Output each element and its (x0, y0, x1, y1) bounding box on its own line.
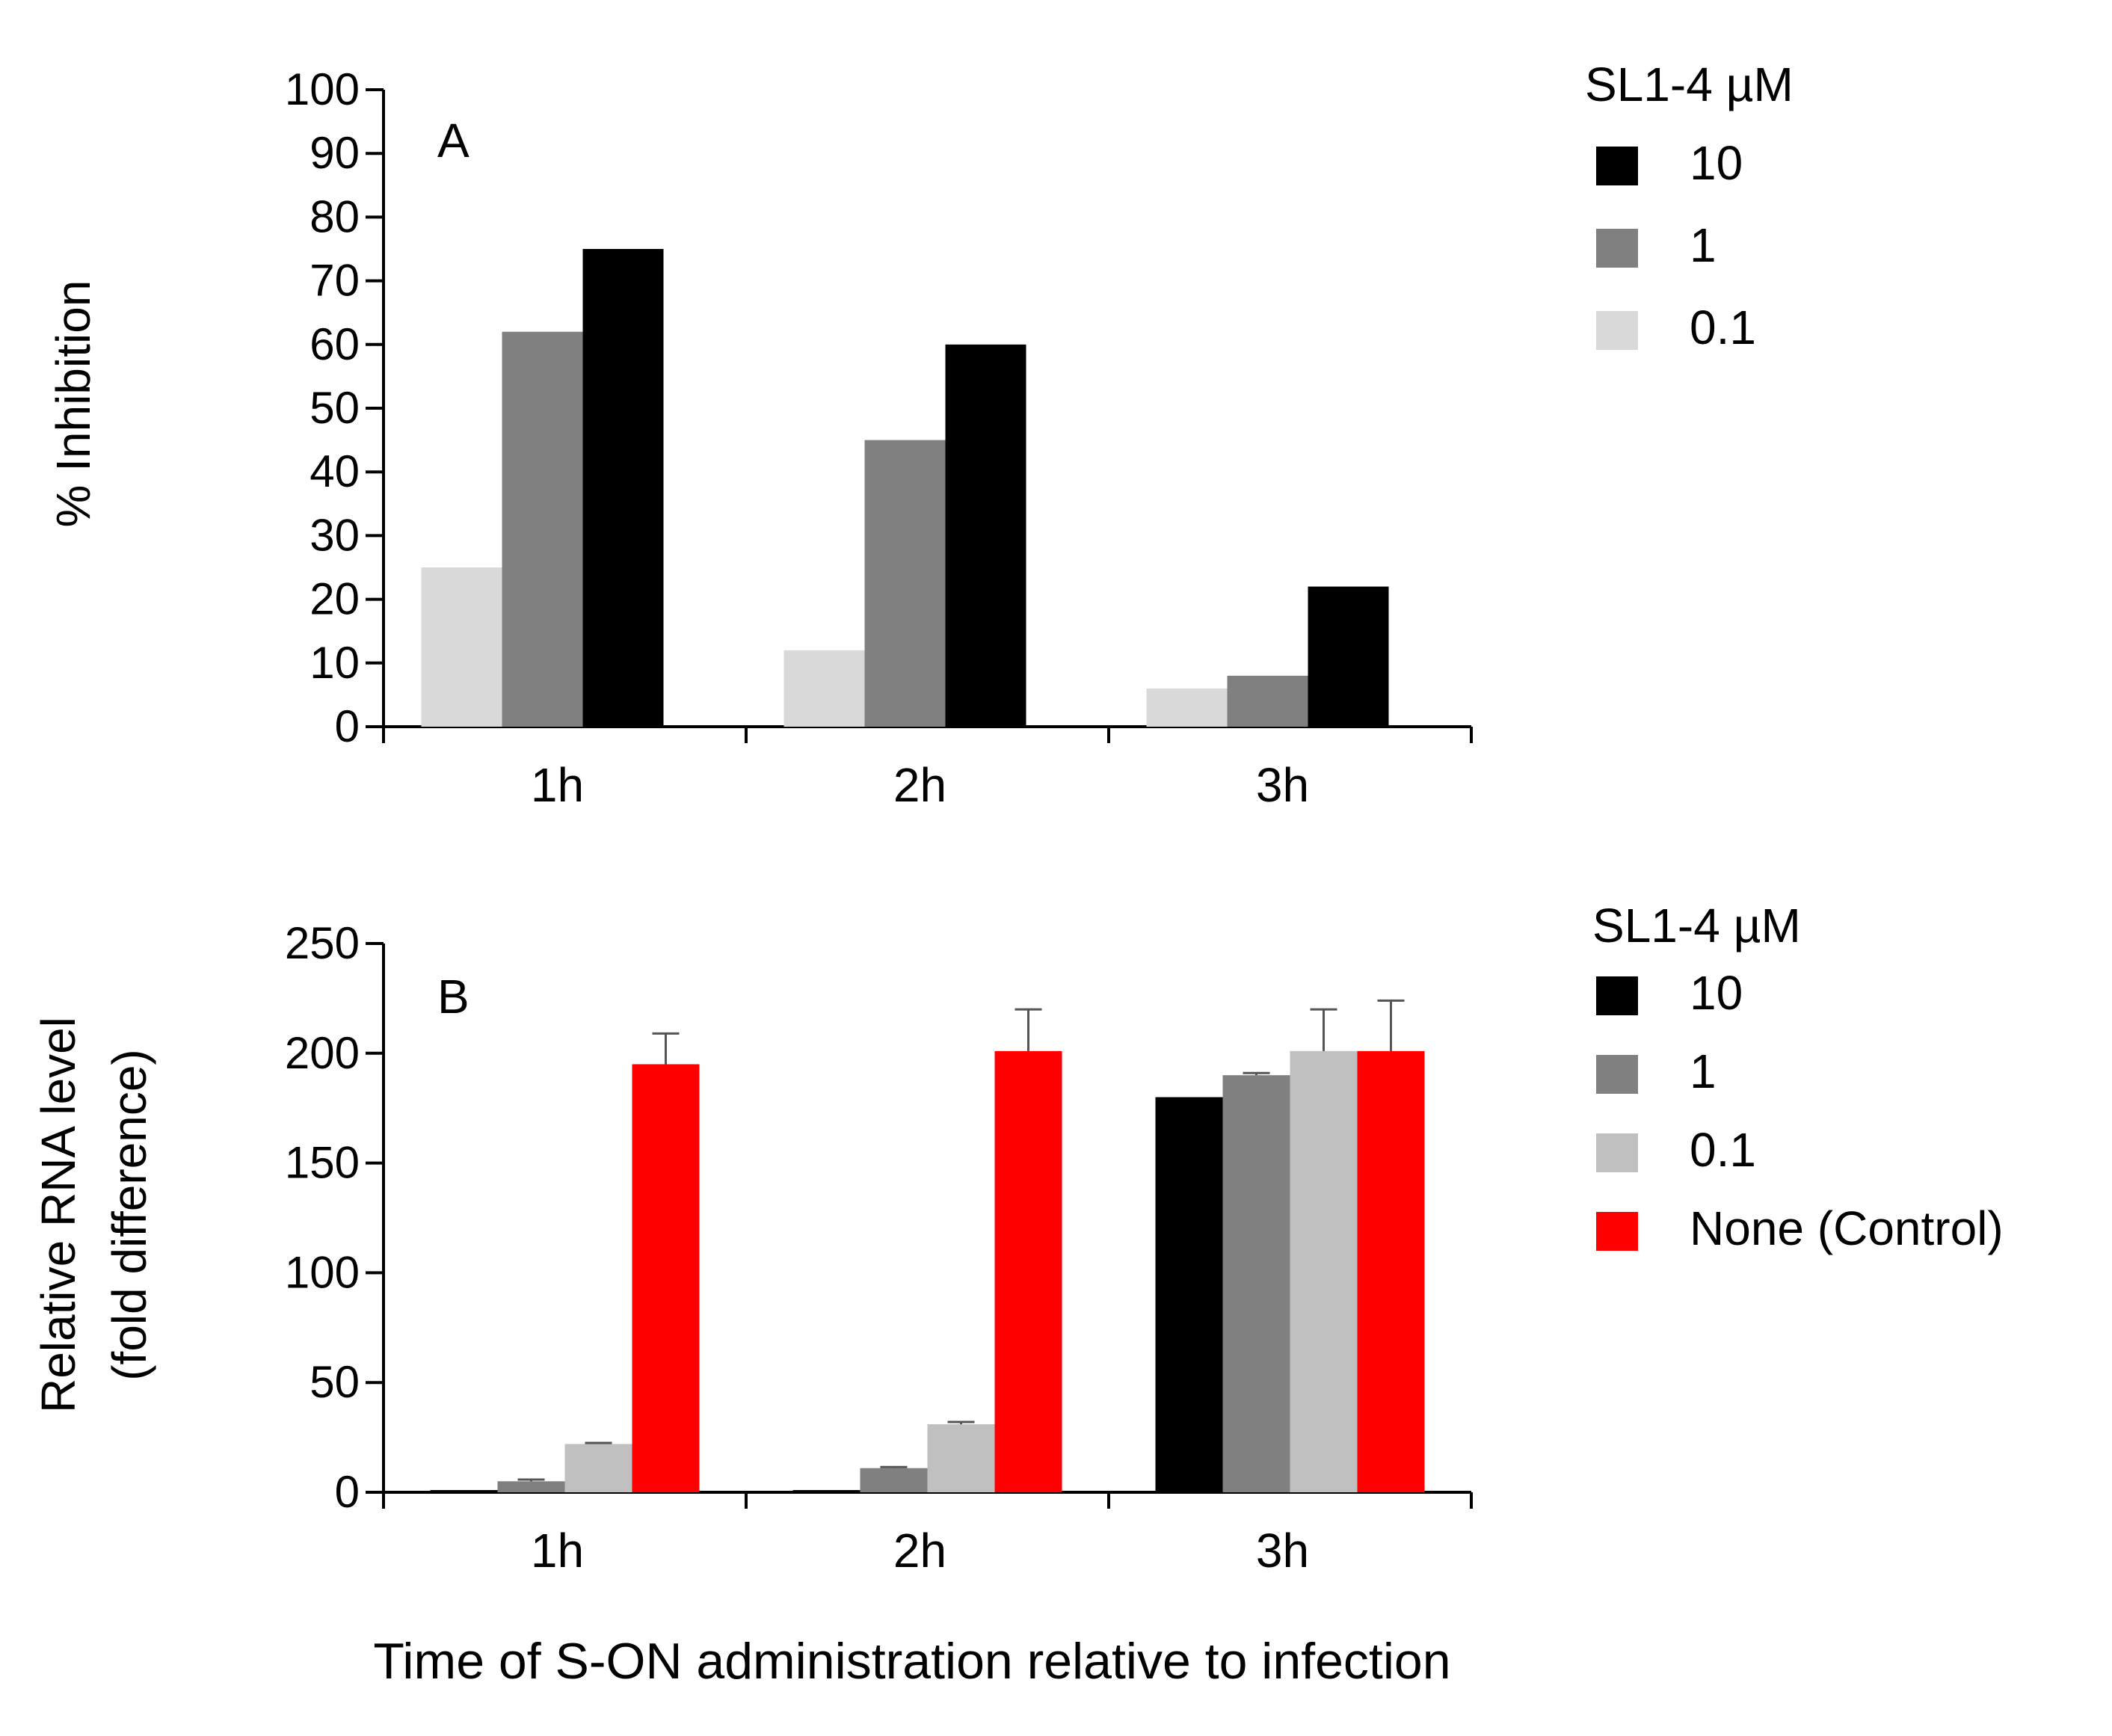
panel-b-y-tick-label: 200 (285, 1028, 360, 1078)
panel-b-legend-swatch (1596, 1212, 1638, 1251)
panel-b-bar (994, 1050, 1062, 1492)
panel-a-y-tick-label: 70 (310, 256, 360, 306)
panel-a-y-tick-label: 20 (310, 574, 360, 624)
panel-b-ylabel: Relative RNA level (31, 1017, 85, 1413)
panel-b-bar (1155, 1097, 1223, 1492)
panel-b-legend-label: 1 (1690, 1044, 1717, 1098)
panel-a-y-tick-label: 30 (310, 510, 360, 560)
panel-a-y-tick-label: 100 (285, 64, 360, 114)
panel-a-bar (1308, 586, 1389, 727)
panel-a-legend-label: 1 (1690, 218, 1717, 272)
panel-a-legend-label: 0.1 (1690, 301, 1756, 354)
panel-a-bar (502, 331, 583, 727)
panel-a-letter: A (437, 114, 469, 167)
panel-b-legend-label: 0.1 (1690, 1123, 1756, 1177)
panel-a-legend-title: SL1-4 µM (1585, 58, 1794, 111)
panel-a-y-tick-label: 0 (335, 701, 360, 751)
panel-b-bar (927, 1423, 995, 1492)
panel-b-chart: 0 50 100 150 200 250 1h 2h 3h B Relative RNA lev… (31, 899, 2004, 1578)
panel-a-bar (945, 344, 1026, 727)
panel-b-y-tick-label: 150 (285, 1138, 360, 1188)
panel-b-y-tick-label: 0 (335, 1467, 360, 1517)
panel-a-bars (421, 249, 1389, 727)
panel-a-bar (864, 440, 946, 727)
panel-b-bars (430, 1050, 1425, 1492)
panel-a-legend-swatch (1596, 229, 1638, 268)
panel-a-ticks: 0 10 20 30 40 50 60 70 80 90 100 1h 2h 3h (285, 64, 1473, 812)
panel-a-legend: SL1-4 µM 10 1 0.1 (1585, 58, 1794, 354)
panel-b-bar (632, 1064, 700, 1492)
panel-a-x-tick-label: 3h (1256, 758, 1309, 812)
panel-b-y-tick-label: 100 (285, 1247, 360, 1297)
panel-b-x-tick-label: 3h (1256, 1524, 1309, 1578)
panel-a-y-tick-label: 10 (310, 638, 360, 688)
panel-b-ticks: 0 50 100 150 200 250 1h 2h 3h (285, 918, 1473, 1578)
panel-a-bar (582, 249, 664, 727)
panel-b-error-bars (517, 999, 1405, 1482)
panel-a-legend-label: 10 (1690, 136, 1743, 190)
panel-b-legend: SL1-4 µM 10 1 0.1 None (Control) (1592, 899, 2004, 1255)
panel-b-bar (1290, 1050, 1358, 1492)
panel-a-legend-swatch (1596, 147, 1638, 185)
panel-b-y-tick-label: 50 (310, 1357, 360, 1407)
panel-b-legend-label: None (Control) (1690, 1201, 2004, 1255)
panel-b-letter: B (437, 970, 469, 1024)
panel-b-bar (1357, 1050, 1425, 1492)
panel-a-ylabel: % Inhibition (46, 280, 100, 528)
x-axis-title: Time of S-ON administration relative to … (373, 1633, 1450, 1690)
panel-b-legend-swatch (1596, 1055, 1638, 1094)
panel-b-bar (564, 1444, 632, 1492)
panel-a-legend-swatch (1596, 311, 1638, 350)
panel-b-legend-label: 10 (1690, 966, 1743, 1020)
panel-b-x-tick-label: 2h (893, 1524, 946, 1578)
panel-a-x-tick-label: 2h (893, 758, 946, 812)
panel-a-y-tick-label: 80 (310, 191, 360, 241)
panel-b-legend-title: SL1-4 µM (1592, 899, 1801, 952)
panel-a-y-tick-label: 90 (310, 128, 360, 178)
panel-b-ylabel-2: (fold difference) (102, 1049, 156, 1381)
panel-b-bar (860, 1468, 928, 1492)
panel-a-y-tick-label: 50 (310, 383, 360, 433)
panel-b-legend-swatch (1596, 976, 1638, 1015)
panel-b-bar (792, 1490, 860, 1492)
panel-b-legend-swatch (1596, 1133, 1638, 1172)
panel-a-bar (783, 650, 865, 727)
panel-b-bar (1222, 1075, 1290, 1492)
panel-a-chart: 0 10 20 30 40 50 60 70 80 90 100 1h 2h 3h A % Inhibit… (46, 58, 1794, 812)
panel-a-bar (421, 567, 502, 727)
panel-b-bar (430, 1490, 498, 1492)
panel-b-y-tick-label: 250 (285, 918, 360, 968)
panel-b-x-tick-label: 1h (531, 1524, 584, 1578)
panel-a-y-tick-label: 40 (310, 446, 360, 496)
panel-a-bar (1146, 688, 1228, 727)
panel-a-bar (1227, 675, 1308, 727)
panel-b-bar (497, 1481, 565, 1492)
panel-a-x-tick-label: 1h (531, 758, 584, 812)
panel-a-y-tick-label: 60 (310, 319, 360, 369)
